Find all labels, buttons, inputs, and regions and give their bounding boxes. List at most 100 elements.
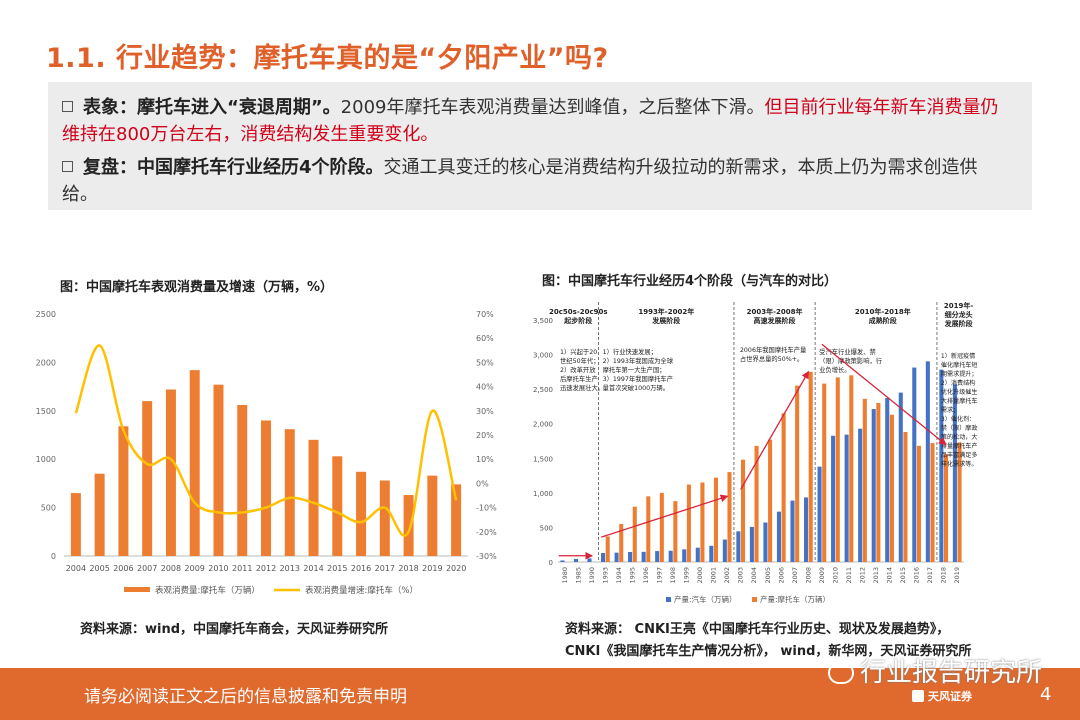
watermark: 行业报告研究所 — [828, 652, 1042, 689]
y2-tick-label: 30% — [476, 407, 494, 416]
bar-consumption — [451, 484, 462, 556]
stage-note-line: 2006年我国摩托车产量 — [740, 345, 807, 354]
x-tick-label: 1980 — [561, 567, 569, 584]
y2-tick-label: 50% — [476, 358, 494, 367]
stage-note: 1）行业快速发展； 2）1993年我国成为全球摩托车第一大生产国； 3）1997年我… — [603, 347, 674, 392]
page-number: 4 — [1040, 684, 1052, 705]
bar-consumption — [261, 420, 271, 556]
bar-car — [749, 526, 754, 562]
stage-note-line: 优化升级催生 — [941, 388, 978, 396]
y-tick-label: 500 — [540, 524, 553, 532]
stage-label: 2003年-2008年高速发展阶段 — [747, 307, 803, 325]
checkbox-square-icon — [62, 161, 73, 172]
bullet-1-highlight: 但目前行业每年新车消费量仍维持在800万台左右，消费结构发生重要变化。 — [62, 97, 999, 145]
stage-note-line: 1）兴起于20 — [560, 347, 597, 356]
legend-moto-swatch — [752, 597, 757, 602]
x-tick-label: 2003 — [737, 567, 745, 584]
disclaimer-text: 请务必阅读正文之后的信息披露和免责申明 — [84, 687, 407, 707]
y-tick-label: 3,000 — [533, 352, 553, 360]
x-tick-label: 1998 — [669, 567, 677, 584]
bar-car — [844, 434, 849, 562]
x-tick-label: 1995 — [628, 567, 636, 584]
trend-arrow — [821, 343, 947, 446]
y-tick-label: 1,000 — [533, 490, 553, 498]
bar-consumption — [165, 389, 176, 556]
bar-consumption — [403, 495, 414, 556]
bar-consumption — [284, 429, 295, 556]
legend-bar-swatch — [124, 587, 150, 592]
x-tick-label: 2008 — [804, 567, 812, 584]
y2-tick-label: 60% — [476, 334, 494, 343]
x-tick-label: 2005 — [764, 567, 772, 584]
right-chart-title: 图：中国摩托车行业经历4个阶段（与汽车的对比） — [542, 274, 838, 289]
stage-note: 1）新冠疫情催化摩托车短期需求提升； 2）消费结构优化升级催生大排量摩托车需求； 3… — [941, 352, 978, 468]
x-tick-label: 2013 — [280, 564, 300, 573]
stage-label-line: 20c50s-20c90s — [549, 308, 608, 316]
y2-tick-label: -10% — [476, 504, 497, 513]
bar-car — [925, 361, 930, 562]
stage-note: 受汽车行业爆发、禁（限）摩政策影响，行业负增长。 — [819, 347, 883, 374]
bar-car — [628, 551, 633, 562]
bar-car — [912, 367, 917, 562]
y-tick-label: 0 — [51, 552, 56, 561]
y-tick-label: 2,500 — [533, 386, 553, 394]
bar-motorcycle — [849, 375, 854, 562]
bar-consumption — [427, 475, 438, 556]
bar-motorcycle — [619, 523, 624, 562]
stage-note-line: 品丰富满足多 — [941, 451, 978, 459]
bar-motorcycle — [768, 439, 773, 562]
x-tick-label: 1996 — [642, 567, 650, 584]
bar-motorcycle — [781, 413, 786, 562]
consumption-chart: 0 500 1000 1500 2000 2500 -30% -20% -10% 0% 10% 20%… — [36, 310, 497, 596]
y2-tick-label: 70% — [476, 310, 494, 319]
y-tick-label: 3,500 — [533, 317, 553, 325]
stage-note-line: 3）1997年我国摩托车产 — [603, 374, 673, 383]
x-tick-label: 2016 — [351, 564, 371, 573]
y2-tick-label: 10% — [476, 455, 494, 464]
bar-consumption — [189, 370, 200, 556]
x-tick-label: 2019 — [422, 564, 442, 573]
watermark-text: 行业报告研究所 — [860, 658, 1043, 688]
bar-car — [939, 369, 944, 562]
x-tick-label: 2018 — [398, 564, 418, 573]
bullet-2-text: 交通工具变迁的核心是消费结构升级拉动的新需求，本质上仍为需求创造供给。 — [62, 157, 978, 205]
stage-note-line: 占世界总量的50%+。 — [740, 354, 803, 363]
bar-motorcycle — [795, 385, 800, 562]
bar-car — [898, 392, 903, 562]
right-chart-source: 资料来源： CNKI王亮《中国摩托车行业历史、现状及发展趋势》， CNKI《我国… — [565, 619, 971, 663]
bar-car — [804, 497, 809, 562]
x-tick-label: 2019 — [953, 567, 961, 584]
y-tick-label: 2,000 — [533, 421, 553, 429]
x-tick-label: 1990 — [588, 567, 596, 584]
stage-note-line: 世纪50年代； — [560, 356, 600, 365]
summary-bullet-2: 复盘：中国摩托车行业经历4个阶段。交通工具变迁的核心是消费结构升级拉动的新需求，… — [62, 154, 1006, 208]
trend-arrow — [601, 494, 729, 538]
bar-car — [817, 466, 822, 562]
x-tick-label: 2008 — [161, 564, 181, 573]
bar-consumption — [332, 456, 343, 556]
x-tick-label: 2001 — [710, 567, 718, 584]
x-tick-label: 2006 — [777, 567, 785, 584]
bar-car — [858, 428, 863, 562]
y-tick-label: 2500 — [36, 310, 56, 319]
x-tick-label: 2014 — [886, 567, 894, 584]
x-tick-label: 2010 — [208, 564, 228, 573]
y2-tick-label: 0% — [476, 479, 489, 488]
bar-motorcycle — [835, 377, 840, 562]
x-tick-label: 2018 — [940, 567, 948, 584]
x-tick-label: 1985 — [574, 567, 582, 584]
x-tick-label: 2009 — [185, 564, 205, 573]
x-tick-label: 2002 — [723, 567, 731, 584]
stage-note-line: 2）消费结构 — [941, 379, 975, 387]
stage-note-line: 大排量摩托车 — [941, 397, 978, 405]
bar-motorcycle — [700, 482, 705, 562]
x-tick-label: 2000 — [696, 567, 704, 584]
bar-car — [614, 552, 619, 562]
bar-car — [763, 522, 768, 562]
x-tick-label: 2012 — [859, 567, 867, 584]
bar-car — [682, 549, 687, 562]
legend-moto-label: 产量:摩托车（万辆） — [760, 594, 830, 604]
x-tick-label: 2013 — [872, 567, 880, 584]
x-tick-label: 2015 — [899, 567, 907, 584]
y-tick-label: 500 — [41, 504, 56, 513]
